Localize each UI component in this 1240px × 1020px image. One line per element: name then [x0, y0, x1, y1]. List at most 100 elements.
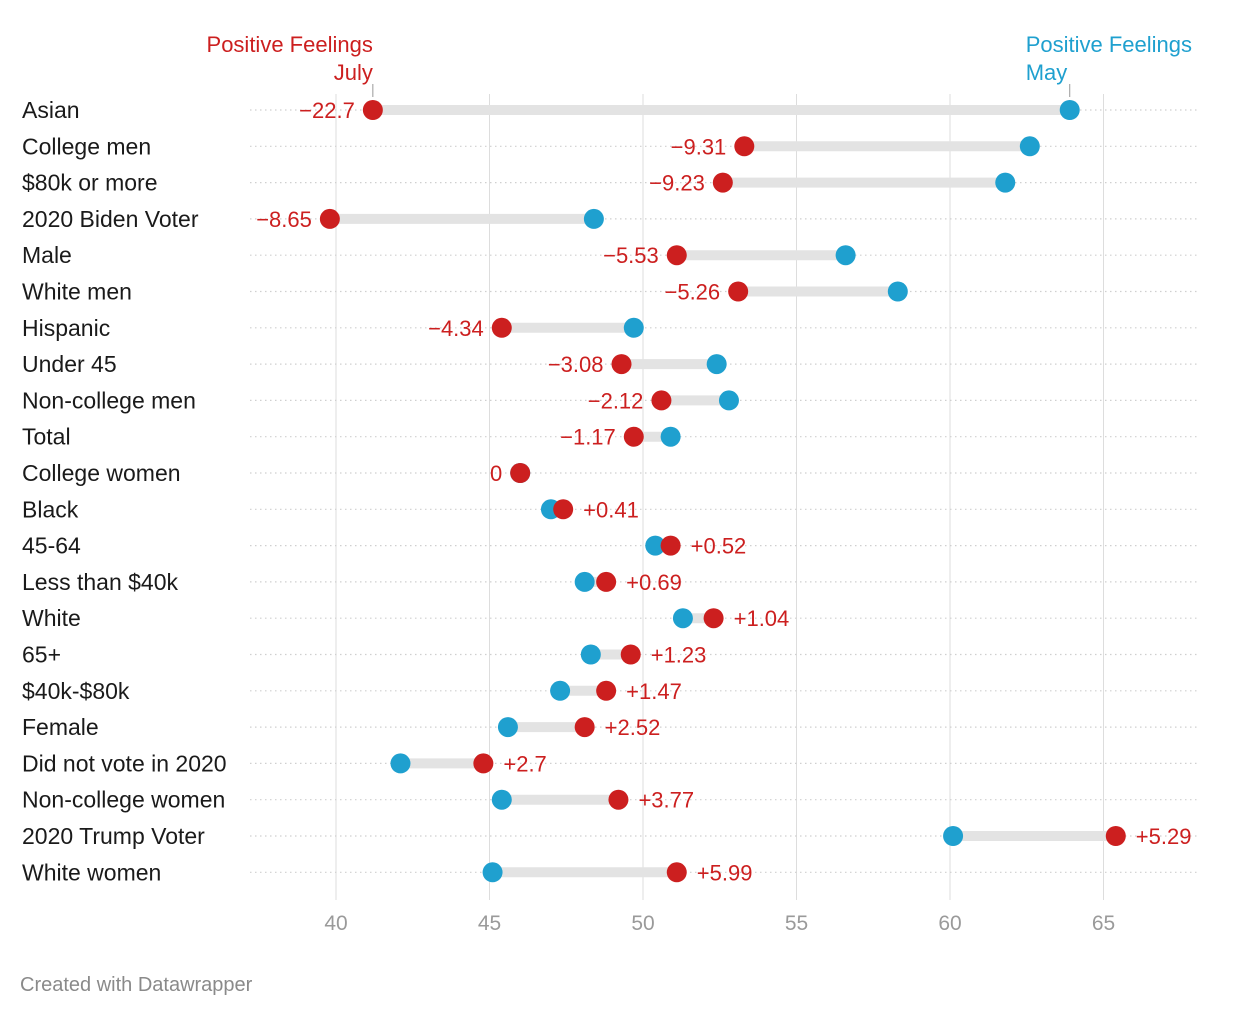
row-19: Non-college women +3.77 [22, 787, 1198, 813]
row-label: Did not vote in 2020 [22, 750, 227, 776]
july-dot [620, 644, 641, 665]
may-dot [718, 390, 739, 411]
may-dot [943, 826, 964, 846]
change-label: −9.31 [671, 134, 727, 159]
row-6: Hispanic −4.34 [22, 315, 1198, 341]
change-label: +1.04 [734, 606, 790, 631]
row-9: Total −1.17 [22, 424, 1198, 450]
july-dot [1105, 826, 1126, 846]
change-label: −9.23 [649, 171, 705, 196]
row-label: College women [22, 460, 181, 486]
july-dot [703, 608, 724, 629]
may-dot [672, 608, 693, 629]
change-label: −3.08 [548, 352, 604, 377]
row-label: Non-college men [22, 387, 196, 413]
legend: Positive Feelings July Positive Feelings Ma… [207, 32, 1192, 97]
change-label: +0.52 [691, 534, 747, 559]
row-label: Male [22, 242, 72, 268]
row-4: Male −5.53 [22, 242, 1198, 268]
row-12: 45-64 +0.52 [22, 533, 1198, 559]
july-dot [623, 426, 644, 447]
may-dot [574, 571, 595, 592]
change-label: +2.7 [503, 751, 546, 776]
change-label: −8.65 [256, 207, 312, 232]
legend-july-line2: July [334, 60, 373, 85]
may-dot [706, 354, 727, 375]
july-dot [651, 390, 672, 411]
legend-may-line1: Positive Feelings [1026, 32, 1192, 57]
legend-may-line2: May [1026, 60, 1068, 85]
may-dot [550, 680, 571, 701]
x-axis: 40 45 50 55 60 65 [324, 912, 1115, 935]
row-17: Female +2.52 [22, 714, 1198, 740]
change-label: +5.99 [697, 860, 753, 885]
change-label: −5.26 [664, 280, 720, 305]
july-dot [319, 208, 340, 229]
may-dot [491, 789, 512, 810]
row-7: Under 45 −3.08 [22, 351, 1198, 377]
may-dot [583, 208, 604, 229]
july-dot [362, 100, 383, 120]
july-dot [596, 571, 617, 592]
july-dot [574, 717, 595, 738]
row-label: 2020 Trump Voter [22, 823, 205, 849]
may-dot [835, 245, 856, 266]
may-dot [1059, 100, 1080, 120]
row-label: $40k-$80k [22, 678, 130, 704]
row-label: College men [22, 133, 151, 159]
change-label: +1.23 [651, 643, 707, 668]
row-3: 2020 Biden Voter −8.65 [22, 206, 1198, 232]
x-tick-label: 50 [631, 912, 654, 935]
may-dot [390, 753, 411, 774]
change-label: +3.77 [638, 788, 694, 813]
row-label: 2020 Biden Voter [22, 206, 199, 232]
may-dot [995, 172, 1016, 193]
legend-july-line1: Positive Feelings [207, 32, 373, 57]
row-8: Non-college men −2.12 [22, 387, 1198, 413]
change-label: +5.29 [1136, 824, 1192, 849]
may-dot [887, 281, 908, 302]
row-label: Black [22, 496, 79, 522]
row-11: Black +0.41 [22, 496, 1198, 522]
change-label: −2.12 [588, 388, 644, 413]
row-18: Did not vote in 2020 +2.7 [22, 750, 1198, 776]
july-dot [728, 281, 749, 302]
july-dot [473, 753, 494, 774]
row-label: Non-college women [22, 787, 225, 813]
row-label: 45-64 [22, 533, 81, 559]
may-dot [580, 644, 601, 665]
row-label: Female [22, 714, 99, 740]
row-label: White [22, 605, 81, 631]
row-1: College men −9.31 [22, 133, 1198, 159]
change-label: −22.7 [299, 98, 355, 123]
change-label: 0 [490, 461, 502, 486]
july-dot [660, 535, 681, 556]
x-tick-label: 65 [1092, 912, 1115, 935]
change-label: +0.41 [583, 497, 639, 522]
change-label: +0.69 [626, 570, 682, 595]
july-dot [611, 354, 632, 375]
july-dot [712, 172, 733, 193]
row-0: Asian −22.7 [22, 97, 1198, 123]
july-dot [491, 317, 512, 338]
row-label: White men [22, 279, 132, 305]
x-tick-label: 45 [478, 912, 501, 935]
row-15: 65+ +1.23 [22, 642, 1198, 668]
row-10: College women 0 [22, 460, 1198, 486]
row-2: $80k or more −9.23 [22, 170, 1198, 196]
x-tick-label: 40 [324, 912, 347, 935]
rows-layer: Asian −22.7 College men −9.31 $80k or more −9… [22, 97, 1198, 885]
may-dot [660, 426, 681, 447]
change-label: −4.34 [428, 316, 484, 341]
x-tick-label: 60 [938, 912, 961, 935]
july-dot [666, 245, 687, 266]
may-dot [482, 862, 503, 883]
may-dot [645, 535, 666, 556]
july-dot [553, 499, 574, 520]
change-label: +1.47 [626, 679, 682, 704]
row-label: Less than $40k [22, 569, 179, 595]
row-label: Total [22, 424, 71, 450]
july-dot [734, 136, 755, 157]
change-label: −5.53 [603, 243, 659, 268]
